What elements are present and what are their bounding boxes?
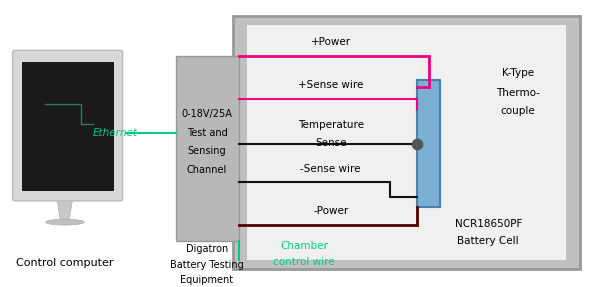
Text: Test and: Test and <box>187 128 228 138</box>
Text: Ethernet: Ethernet <box>93 128 138 138</box>
Text: NCR18650PF: NCR18650PF <box>455 219 522 228</box>
Polygon shape <box>57 199 73 219</box>
FancyBboxPatch shape <box>13 51 123 201</box>
Text: 0-18V/25A: 0-18V/25A <box>182 109 232 119</box>
Bar <box>176 56 238 241</box>
Text: Channel: Channel <box>187 165 227 174</box>
Bar <box>417 80 439 207</box>
Text: Thermo-: Thermo- <box>496 88 540 98</box>
Text: -Sense wire: -Sense wire <box>300 164 361 174</box>
Text: Sensing: Sensing <box>188 146 226 156</box>
Text: -Power: -Power <box>313 206 348 216</box>
Bar <box>232 16 581 269</box>
Text: +Power: +Power <box>311 37 351 47</box>
Text: Digatron: Digatron <box>186 244 228 254</box>
Bar <box>247 25 566 261</box>
Text: control wire: control wire <box>273 257 335 267</box>
Ellipse shape <box>45 219 84 225</box>
Text: Equipment: Equipment <box>181 275 234 285</box>
Text: couple: couple <box>501 106 535 117</box>
Text: Sense: Sense <box>315 138 346 148</box>
Text: Battery Cell: Battery Cell <box>458 236 519 246</box>
Text: K-Type: K-Type <box>502 68 534 78</box>
Text: Temperature: Temperature <box>298 120 364 130</box>
Bar <box>21 62 114 191</box>
Text: +Sense wire: +Sense wire <box>298 80 364 90</box>
Text: Chamber: Chamber <box>280 241 328 251</box>
Point <box>412 142 422 146</box>
Text: Battery Testing: Battery Testing <box>170 260 244 270</box>
Text: Control computer: Control computer <box>16 258 114 268</box>
